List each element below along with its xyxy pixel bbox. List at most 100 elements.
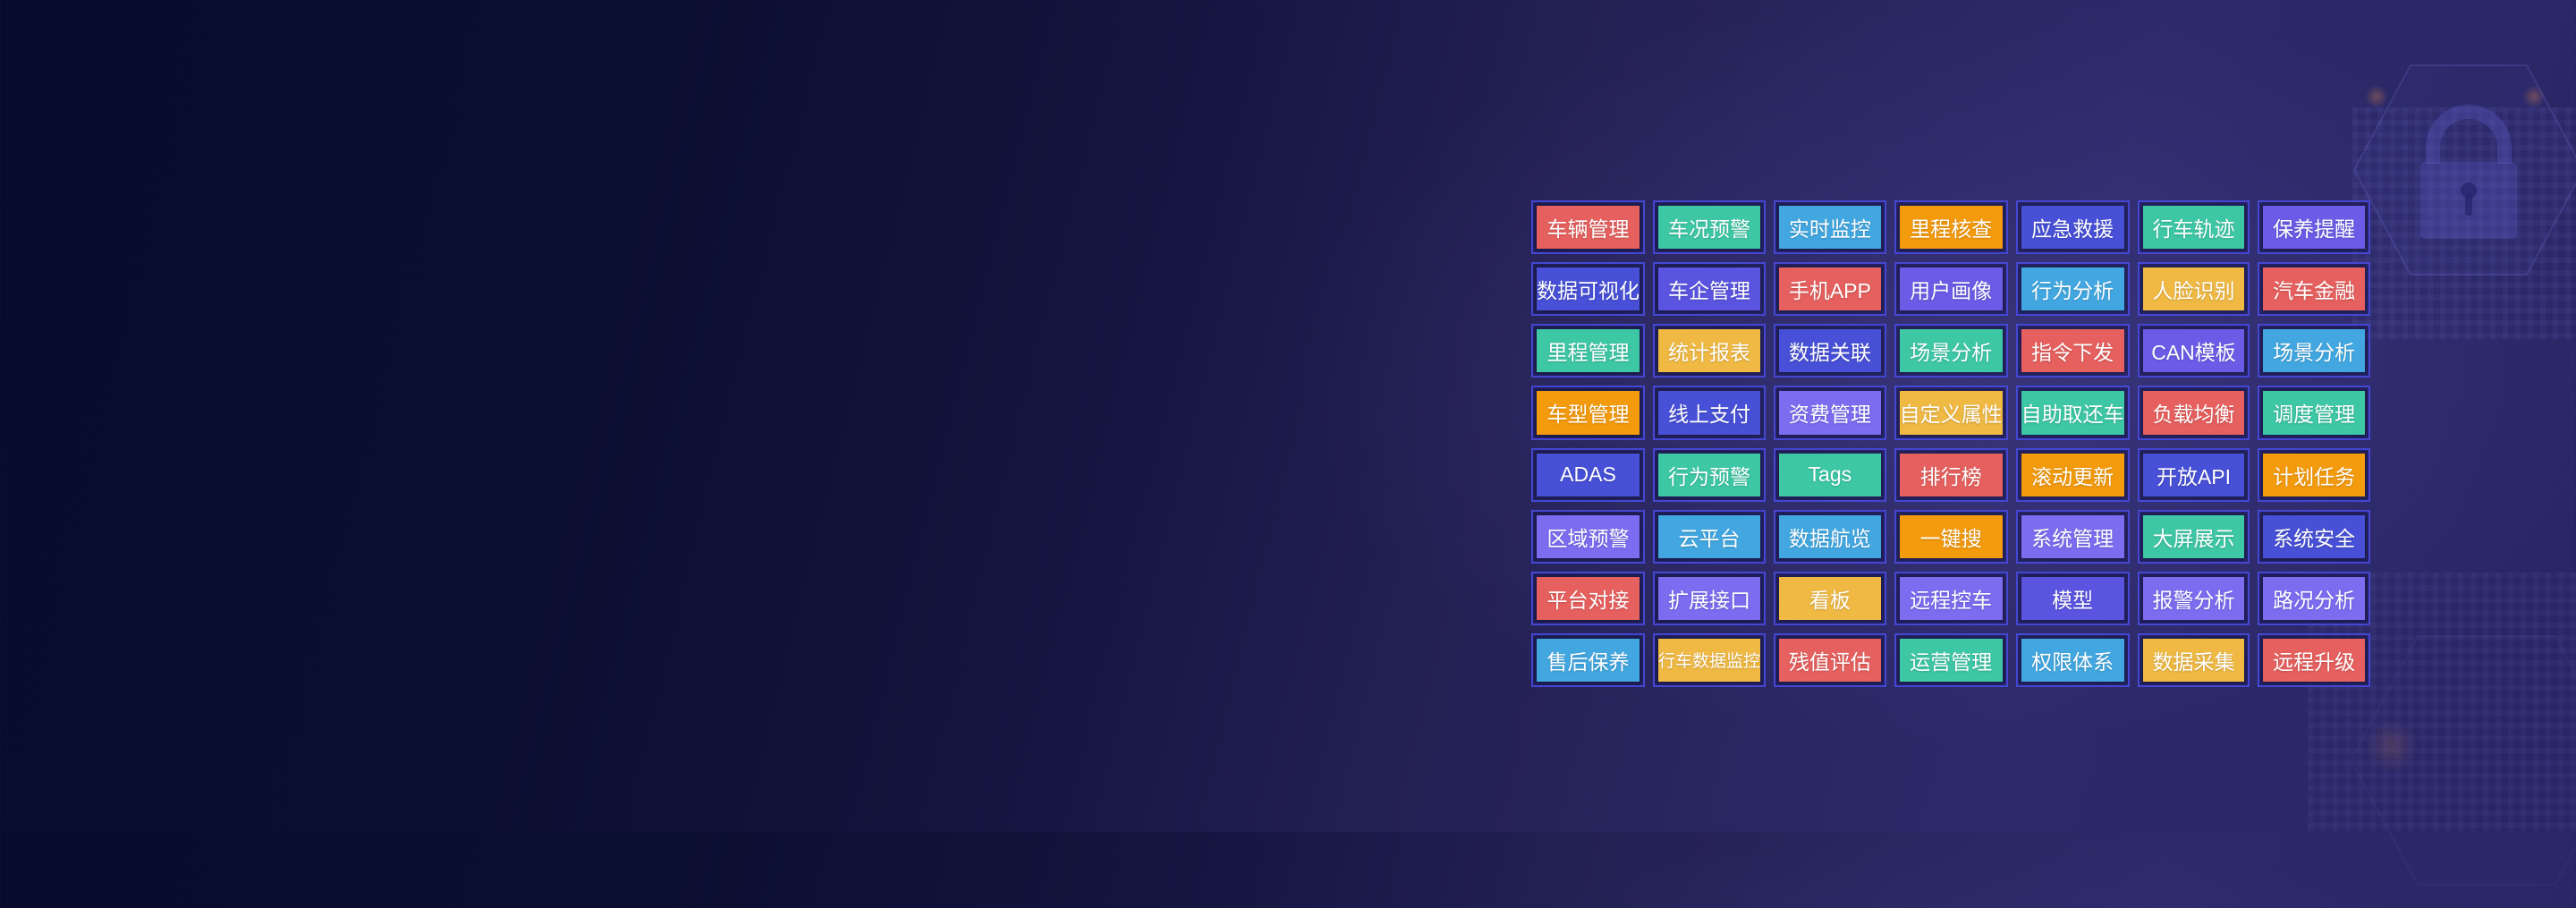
feature-button[interactable]: 场景分析 bbox=[2263, 329, 2365, 373]
feature-button[interactable]: 实时监控 bbox=[1779, 206, 1881, 250]
feature-button[interactable]: 开放API bbox=[2142, 453, 2245, 496]
grid-cell: Tags bbox=[1774, 447, 1886, 502]
feature-button[interactable]: ADAS bbox=[1537, 453, 1640, 496]
feature-button[interactable]: 排行榜 bbox=[1899, 453, 2003, 496]
feature-button[interactable]: 云平台 bbox=[1658, 514, 1761, 558]
lock-icon bbox=[2352, 64, 2576, 276]
grid-cell: 数据可视化 bbox=[1531, 262, 1645, 317]
grid-cell: 运营管理 bbox=[1894, 632, 2008, 687]
feature-button[interactable]: CAN模板 bbox=[2142, 329, 2245, 373]
feature-button[interactable]: 车企管理 bbox=[1658, 267, 1761, 311]
feature-button[interactable]: 行车数据监控 bbox=[1658, 638, 1761, 682]
feature-button[interactable]: 售后保养 bbox=[1537, 638, 1640, 682]
grid-cell: 区域预警 bbox=[1531, 509, 1645, 564]
feature-button[interactable]: 行车轨迹 bbox=[2142, 206, 2245, 250]
feature-button[interactable]: 自定义属性 bbox=[1899, 391, 2003, 435]
grid-cell: 自定义属性 bbox=[1894, 386, 2008, 440]
grid-cell: 行车轨迹 bbox=[2137, 200, 2250, 255]
grid-cell: 行为预警 bbox=[1653, 447, 1767, 502]
grid-cell: 负载均衡 bbox=[2137, 386, 2250, 440]
grid-cell: 统计报表 bbox=[1653, 324, 1767, 378]
feature-button[interactable]: 平台对接 bbox=[1537, 576, 1640, 620]
feature-button[interactable]: 区域预警 bbox=[1537, 514, 1640, 558]
feature-button[interactable]: 滚动更新 bbox=[2021, 453, 2124, 496]
grid-cell: 路况分析 bbox=[2258, 571, 2370, 625]
feature-button[interactable]: 车型管理 bbox=[1537, 391, 1640, 435]
grid-cell: 场景分析 bbox=[1894, 324, 2008, 378]
feature-button[interactable]: 里程核查 bbox=[1899, 206, 2003, 250]
grid-cell: 车企管理 bbox=[1653, 262, 1767, 317]
feature-button[interactable]: 人脸识别 bbox=[2142, 267, 2245, 311]
feature-button[interactable]: 权限体系 bbox=[2021, 638, 2124, 682]
feature-button[interactable]: 调度管理 bbox=[2263, 391, 2365, 435]
feature-button[interactable]: 报警分析 bbox=[2142, 576, 2245, 620]
security-lock-hexagon bbox=[2352, 49, 2576, 291]
grid-cell: 模型 bbox=[2015, 571, 2130, 625]
feature-button[interactable]: 统计报表 bbox=[1658, 329, 1761, 373]
grid-cell: 自助取还车 bbox=[2015, 386, 2130, 440]
feature-button[interactable]: 用户画像 bbox=[1899, 267, 2003, 311]
grid-cell: 实时监控 bbox=[1774, 200, 1886, 255]
grid-cell: 远程控车 bbox=[1894, 571, 2008, 625]
grid-cell: 车型管理 bbox=[1531, 386, 1645, 440]
glow-dot bbox=[2365, 85, 2388, 108]
feature-button[interactable]: 计划任务 bbox=[2263, 453, 2365, 496]
grid-cell: CAN模板 bbox=[2137, 324, 2250, 378]
grid-cell: 报警分析 bbox=[2137, 571, 2250, 625]
feature-button[interactable]: 运营管理 bbox=[1899, 638, 2003, 682]
grid-cell: 里程管理 bbox=[1531, 324, 1645, 378]
feature-button[interactable]: 手机APP bbox=[1779, 267, 1881, 311]
feature-button[interactable]: 数据可视化 bbox=[1537, 267, 1640, 311]
feature-button[interactable]: 保养提醒 bbox=[2263, 206, 2365, 250]
feature-button[interactable]: 大屏展示 bbox=[2142, 514, 2245, 558]
glow-dot bbox=[2365, 719, 2419, 773]
grid-cell: 大屏展示 bbox=[2137, 509, 2250, 564]
feature-button[interactable]: 负载均衡 bbox=[2142, 391, 2245, 435]
feature-button[interactable]: 车辆管理 bbox=[1537, 206, 1640, 250]
glow-dot bbox=[2522, 85, 2546, 108]
grid-cell: 数据航览 bbox=[1774, 509, 1886, 564]
feature-button[interactable]: 自助取还车 bbox=[2021, 391, 2124, 435]
feature-button[interactable]: 资费管理 bbox=[1779, 391, 1881, 435]
feature-button[interactable]: 看板 bbox=[1779, 576, 1881, 620]
grid-cell: 售后保养 bbox=[1531, 632, 1645, 687]
grid-cell: 数据采集 bbox=[2137, 632, 2250, 687]
feature-button[interactable]: 汽车金融 bbox=[2263, 267, 2365, 311]
feature-button[interactable]: 路况分析 bbox=[2263, 576, 2365, 620]
feature-button[interactable]: 模型 bbox=[2021, 576, 2124, 620]
grid-cell: 看板 bbox=[1774, 571, 1886, 625]
feature-button[interactable]: 线上支付 bbox=[1658, 391, 1761, 435]
feature-button[interactable]: 数据关联 bbox=[1779, 329, 1881, 373]
feature-button[interactable]: 远程控车 bbox=[1899, 576, 2003, 620]
feature-button[interactable]: 场景分析 bbox=[1899, 329, 2003, 373]
grid-cell: 场景分析 bbox=[2258, 324, 2370, 378]
feature-button[interactable]: 应急救援 bbox=[2021, 206, 2124, 250]
feature-button[interactable]: 车况预警 bbox=[1658, 206, 1761, 250]
grid-cell: 一键搜 bbox=[1894, 509, 2008, 564]
grid-cell: 远程升级 bbox=[2258, 632, 2370, 687]
grid-cell: 线上支付 bbox=[1653, 386, 1767, 440]
feature-button[interactable]: 行为预警 bbox=[1658, 453, 1761, 496]
grid-cell: 资费管理 bbox=[1774, 386, 1886, 440]
feature-button[interactable]: 系统管理 bbox=[2021, 514, 2124, 558]
dot-pattern-top-right bbox=[2352, 107, 2576, 340]
feature-button[interactable]: 指令下发 bbox=[2021, 329, 2124, 373]
hexagon-outline-bottom-right bbox=[2343, 617, 2576, 904]
grid-cell: 系统安全 bbox=[2258, 509, 2370, 564]
grid-cell: 开放API bbox=[2137, 447, 2250, 502]
grid-cell: 平台对接 bbox=[1531, 571, 1645, 625]
feature-button[interactable]: 残值评估 bbox=[1779, 638, 1881, 682]
feature-button[interactable]: 里程管理 bbox=[1537, 329, 1640, 373]
feature-button[interactable]: 行为分析 bbox=[2021, 267, 2124, 311]
feature-button[interactable]: 系统安全 bbox=[2263, 514, 2365, 558]
grid-cell: 数据关联 bbox=[1774, 324, 1886, 378]
grid-cell: 应急救援 bbox=[2015, 200, 2130, 255]
feature-button[interactable]: 数据航览 bbox=[1779, 514, 1881, 558]
feature-button[interactable]: 远程升级 bbox=[2263, 638, 2365, 682]
grid-cell: 人脸识别 bbox=[2137, 262, 2250, 317]
feature-button[interactable]: 扩展接口 bbox=[1658, 576, 1761, 620]
feature-button[interactable]: Tags bbox=[1779, 453, 1881, 496]
grid-cell: 权限体系 bbox=[2015, 632, 2130, 687]
feature-button[interactable]: 一键搜 bbox=[1899, 514, 2003, 558]
feature-button[interactable]: 数据采集 bbox=[2142, 638, 2245, 682]
